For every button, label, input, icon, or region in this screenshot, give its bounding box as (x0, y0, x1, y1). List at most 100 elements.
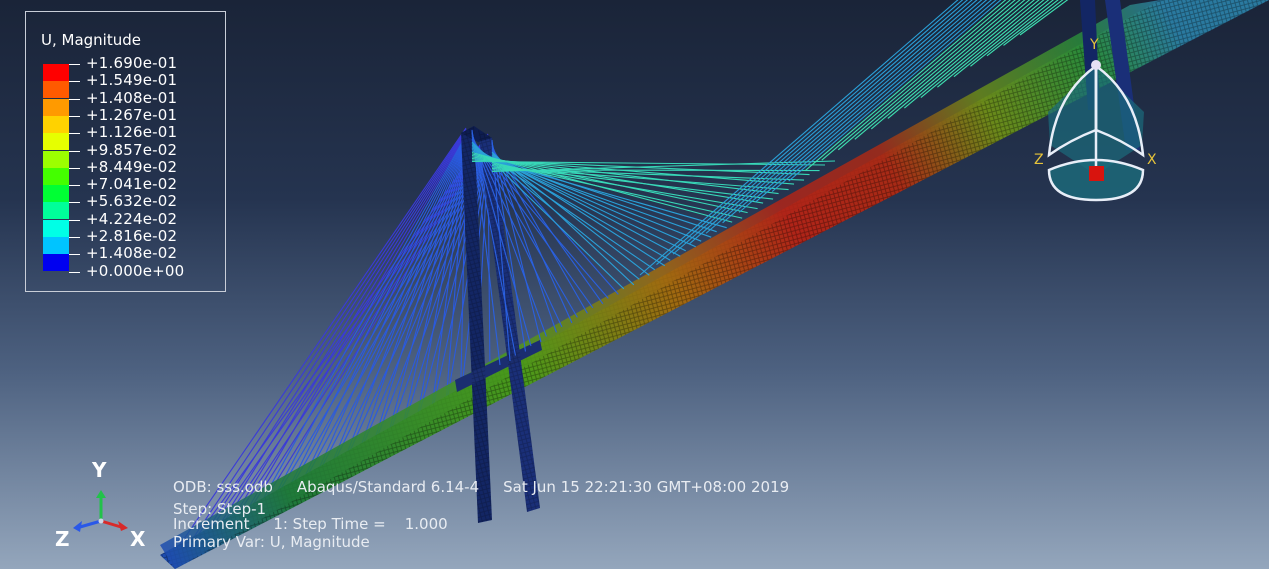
contour-legend: U, Magnitude +1.690e-01 +1.549e-01 +1.408e… (25, 11, 226, 292)
cable (288, 137, 467, 488)
cables-left-tower (174, 127, 491, 553)
cable (217, 131, 467, 529)
cable (672, 0, 969, 255)
cable (471, 135, 563, 328)
legend-value: +1.408e-02 (86, 244, 178, 263)
info-odb-row: ODB: sss.odb Abaqus/Standard 6.14-4 Sat Ju… (173, 477, 789, 499)
cable (491, 153, 650, 276)
legend-swatch (43, 219, 69, 237)
cable (870, 0, 1026, 130)
cable (837, 0, 1016, 151)
triad-x-label: X (130, 527, 146, 551)
cable (331, 140, 467, 464)
cable (656, 0, 964, 265)
solver-version: Abaqus/Standard 6.14-4 (296, 478, 480, 496)
legend-value: +9.857e-02 (86, 140, 178, 159)
legend-tick (69, 254, 80, 256)
cable (821, 0, 1012, 161)
cable (491, 161, 743, 219)
legend-swatch (43, 98, 69, 116)
cable (986, 0, 1059, 57)
cable (417, 148, 467, 415)
cable (289, 142, 489, 490)
legend-value: +8.449e-02 (86, 157, 178, 176)
cable (403, 147, 467, 423)
cable (303, 143, 489, 482)
legend-swatch (43, 150, 69, 168)
legend-value: +1.408e-01 (86, 88, 178, 107)
cable (303, 138, 467, 480)
cable (174, 127, 467, 553)
cable (471, 137, 578, 318)
legend-swatch (43, 133, 69, 151)
cable (245, 133, 467, 512)
legend-tick (69, 133, 80, 135)
legend-swatch (43, 202, 69, 220)
cable (491, 157, 696, 248)
cable (1003, 0, 1064, 46)
legend-tick (69, 81, 80, 83)
cable (471, 129, 501, 366)
legend-swatch (43, 81, 69, 99)
cable (445, 150, 467, 399)
cable (639, 0, 959, 276)
cable (345, 142, 467, 456)
bridge-deck (160, 0, 1269, 569)
cable (491, 141, 527, 352)
legend-swatch (43, 254, 69, 272)
cable (491, 154, 666, 267)
odb-name: ODB: sss.odb (173, 478, 273, 496)
legend-tick (69, 271, 80, 273)
cable (471, 150, 717, 233)
cable (491, 160, 836, 173)
cable (491, 158, 712, 238)
triad-y-label: Y (92, 458, 107, 482)
cable (705, 0, 978, 234)
cable (360, 143, 467, 447)
legend-tick (69, 219, 80, 221)
view-cube-z-label: Z (1034, 152, 1044, 168)
cable (953, 0, 1050, 78)
cable (374, 144, 467, 439)
cable (491, 142, 542, 343)
legend-swatch (43, 64, 69, 81)
cables-right-tower (639, 0, 1069, 276)
legend-tick (69, 185, 80, 187)
run-timestamp: Sat Jun 15 22:21:30 GMT+08:00 2019 (503, 478, 790, 496)
legend-value: +5.632e-02 (86, 192, 178, 211)
orientation-triad (73, 490, 128, 532)
cable (203, 130, 467, 537)
cable (471, 148, 702, 242)
cable (491, 160, 727, 229)
legend-swatch (43, 237, 69, 254)
cable (722, 0, 983, 224)
view-cube[interactable] (1047, 60, 1145, 202)
increment-label: Increment 1: Step Time = 1.000 (173, 515, 448, 533)
legend-swatch (43, 115, 69, 133)
cable (431, 149, 467, 407)
cable (738, 0, 988, 213)
cable (491, 163, 758, 210)
legend-tick (69, 115, 80, 117)
cable (471, 154, 764, 204)
cable (970, 0, 1055, 67)
cable (471, 134, 547, 337)
cable (432, 154, 489, 409)
step-label: Step: Step-1 (173, 499, 267, 518)
cable (471, 132, 532, 347)
legend-tick (69, 64, 80, 65)
cable (755, 0, 992, 203)
primary-var-label: Primary Var: U, Magnitude (173, 532, 370, 551)
legend-value: +0.000e+00 (86, 261, 185, 280)
cable (274, 136, 467, 496)
legend-value: +1.549e-01 (86, 71, 178, 90)
cable (388, 145, 467, 431)
cable (788, 0, 1002, 182)
legend-tick (69, 202, 80, 204)
cables-main-span (471, 129, 836, 366)
cable (471, 160, 826, 166)
cable (260, 139, 489, 506)
cable (471, 131, 517, 356)
